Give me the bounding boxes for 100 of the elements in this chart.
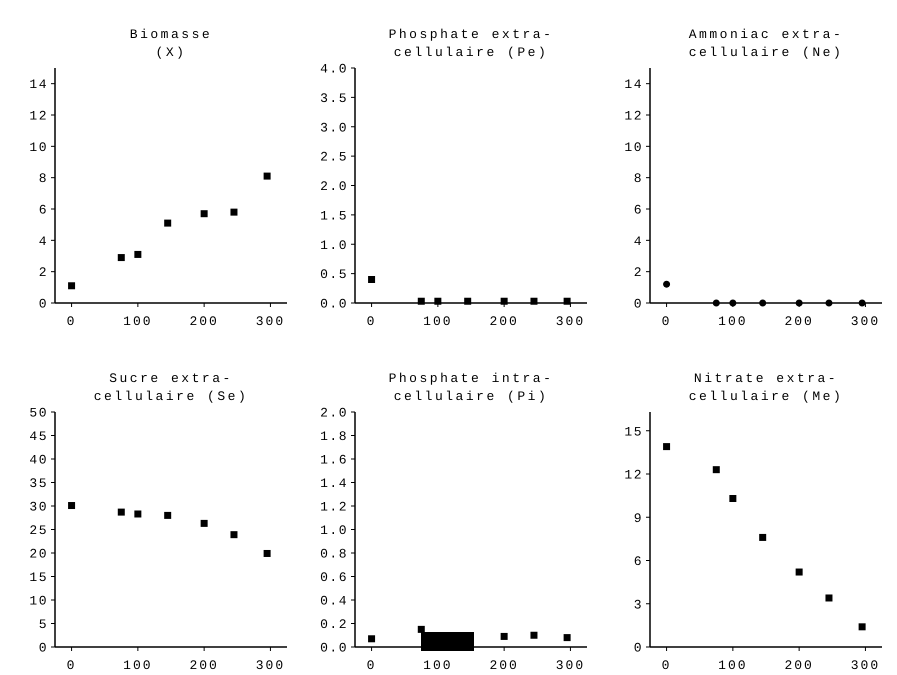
- y-tick-label: 12: [624, 468, 643, 483]
- x-tick-label: 0: [662, 658, 672, 673]
- y-tick-label: 2: [634, 265, 643, 280]
- x-tick-label: 100: [123, 314, 153, 329]
- y-tick-label: 14: [624, 77, 643, 92]
- point: [264, 550, 271, 557]
- point: [264, 172, 271, 180]
- x-tick-label: 0: [662, 314, 672, 329]
- point: [118, 508, 125, 516]
- y-tick-label: 2: [38, 265, 48, 280]
- y-tick-label: 25: [29, 523, 48, 538]
- y-tick-label: 12: [29, 108, 48, 124]
- y-tick-label: 4.0: [320, 62, 348, 77]
- x-tick-label: 300: [850, 658, 880, 673]
- point: [164, 220, 172, 227]
- x-tick-label: 300: [556, 658, 586, 673]
- y-tick-label: 14: [29, 77, 48, 92]
- x-tick-label: 200: [784, 314, 814, 329]
- y-tick-label: 40: [29, 452, 48, 468]
- chart-title: Nitrate extra- cellulaire (Me): [688, 371, 844, 404]
- y-tick-label: 3.5: [320, 90, 348, 106]
- point: [164, 512, 172, 519]
- y-tick-label: 4: [634, 234, 643, 249]
- y-tick-label: 30: [29, 500, 48, 515]
- x-tick-label: 200: [189, 314, 219, 329]
- x-tick-label: 100: [718, 658, 748, 673]
- x-tick-label: 0: [366, 658, 376, 673]
- chart-title: Biomasse (X): [130, 27, 212, 60]
- y-tick-label: 1.5: [320, 208, 348, 224]
- y-tick-label: 15: [624, 424, 643, 440]
- point: [134, 250, 142, 258]
- point: [796, 568, 803, 576]
- y-tick-label: 1.0: [320, 523, 348, 538]
- point: [712, 466, 720, 474]
- point: [200, 520, 208, 527]
- y-tick-label: 1.0: [320, 238, 348, 253]
- y-tick-label: 0.5: [320, 267, 348, 282]
- y-tick-label: 12: [624, 108, 643, 124]
- point: [858, 623, 866, 630]
- x-tick-label: 200: [784, 658, 814, 673]
- y-tick-label: 10: [624, 140, 643, 155]
- y-tick-label: 3: [634, 597, 643, 612]
- y-tick-label: 1.8: [320, 429, 348, 444]
- y-tick-label: 0.2: [320, 617, 348, 632]
- y-tick-label: 8: [634, 171, 643, 186]
- y-tick-label: 0.4: [320, 594, 348, 609]
- y-tick-label: 0: [38, 296, 48, 312]
- x-tick-label: 100: [718, 314, 748, 329]
- y-tick-label: 20: [29, 546, 48, 562]
- x-tick-label: 300: [556, 314, 586, 329]
- x-tick-label: 100: [123, 658, 153, 673]
- y-tick-label: 45: [29, 429, 48, 444]
- point: [729, 495, 736, 502]
- x-tick-label: 0: [66, 314, 76, 329]
- x-tick-label: 200: [489, 658, 519, 673]
- y-tick-label: 0: [634, 640, 643, 656]
- y-tick-label: 1.6: [320, 452, 348, 468]
- y-tick-label: 0: [38, 640, 48, 656]
- y-tick-label: 35: [29, 476, 48, 492]
- y-tick-label: 2.5: [320, 150, 348, 165]
- x-tick-label: 100: [423, 658, 453, 673]
- y-tick-label: 50: [29, 406, 48, 421]
- point: [230, 531, 238, 538]
- point: [200, 210, 208, 218]
- y-tick-label: 1.2: [320, 500, 348, 515]
- point: [118, 254, 125, 262]
- y-tick-label: 10: [29, 594, 48, 609]
- chart-title: Phosphate extra- cellulaire (Pe): [388, 27, 554, 60]
- point: [230, 208, 238, 216]
- x-tick-label: 100: [423, 314, 453, 329]
- y-tick-label: 0.0: [320, 296, 348, 312]
- y-tick-label: 8: [38, 171, 48, 186]
- y-tick-label: 6: [634, 554, 643, 570]
- y-tick-label: 2.0: [320, 179, 348, 194]
- y-tick-label: 0: [634, 296, 643, 312]
- x-tick-label: 300: [850, 314, 880, 329]
- y-tick-label: 0.6: [320, 570, 348, 586]
- y-tick-label: 9: [634, 510, 643, 526]
- y-tick-label: 1.4: [320, 476, 348, 492]
- x-tick-label: 0: [66, 658, 76, 673]
- y-tick-label: 15: [29, 570, 48, 586]
- y-tick-label: 6: [634, 202, 643, 218]
- y-tick-label: 6: [38, 202, 48, 218]
- point: [759, 534, 766, 541]
- x-tick-label: 300: [256, 658, 286, 673]
- chart-title: Sucre extra- cellulaire (Se): [94, 371, 248, 404]
- y-tick-label: 3.0: [320, 120, 348, 136]
- point: [134, 510, 142, 518]
- y-tick-label: 2.0: [320, 406, 348, 421]
- x-tick-label: 200: [489, 314, 519, 329]
- x-tick-label: 0: [366, 314, 376, 329]
- chart-title: Ammoniac extra- cellulaire (Ne): [688, 27, 844, 60]
- point: [68, 282, 76, 290]
- y-tick-label: 0.8: [320, 546, 348, 562]
- point: [68, 502, 76, 510]
- y-tick-label: 5: [38, 617, 48, 632]
- y-tick-label: 4: [38, 234, 48, 249]
- chart-title: Phosphate intra- cellulaire (Pi): [388, 371, 554, 404]
- y-tick-label: 10: [29, 140, 48, 155]
- x-tick-label: 200: [189, 658, 219, 673]
